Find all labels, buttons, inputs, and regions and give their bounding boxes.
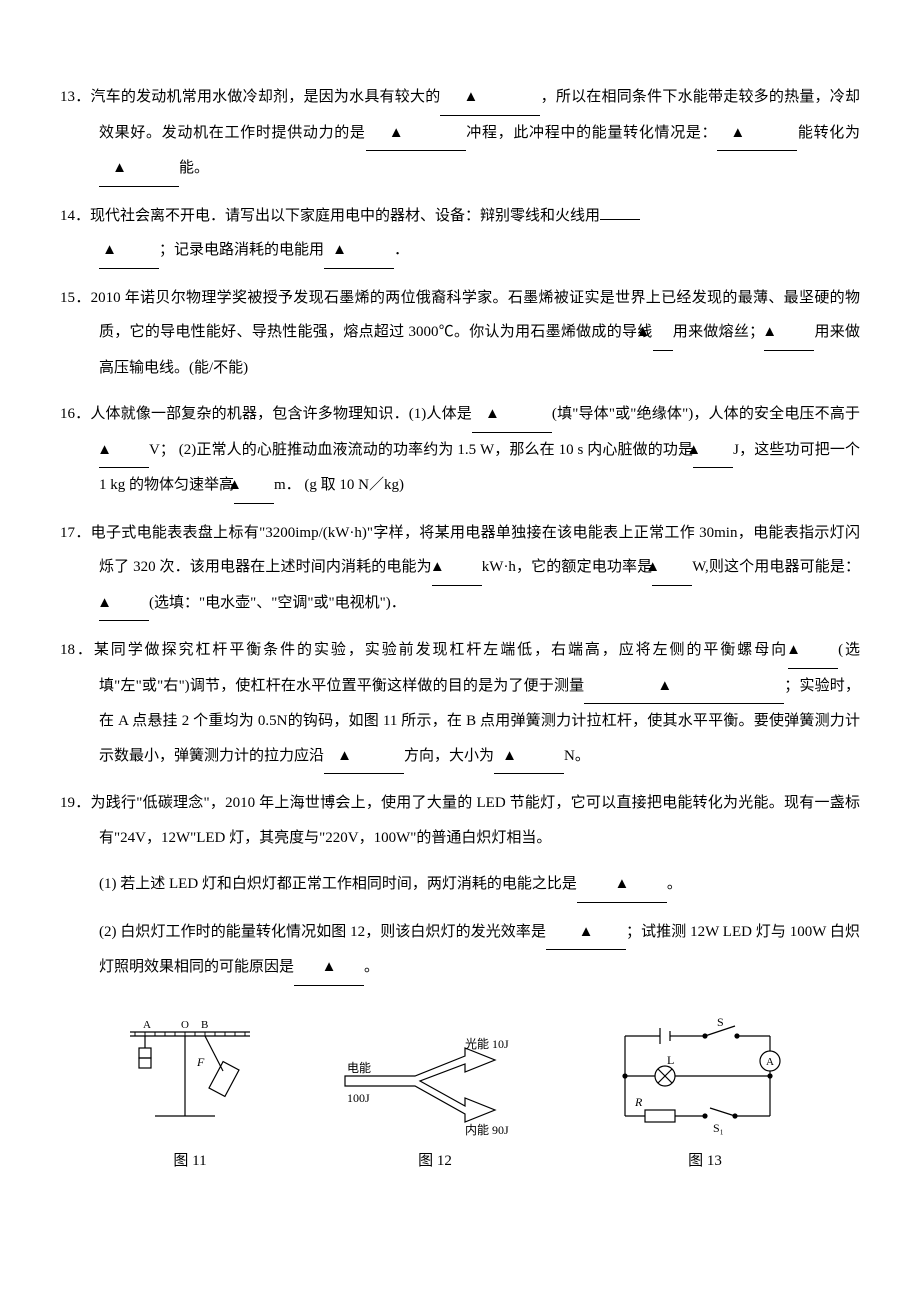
fig11-caption: 图 11 bbox=[115, 1144, 265, 1179]
figure-13: S A L R S₁ 图 13 bbox=[605, 1016, 805, 1179]
q14-t2: ；记录电路消耗的电能用 bbox=[159, 242, 324, 258]
q16-t1: 人体就像一部复杂的机器，包含许多物理知识．(1)人体是 bbox=[90, 406, 472, 422]
q19-s1n: (1) bbox=[99, 876, 117, 892]
blank-16-1: ▲ bbox=[472, 397, 552, 433]
blank-13-3: ▲ bbox=[717, 116, 797, 152]
blank-18-1: ▲ bbox=[788, 633, 838, 669]
blank-13-2: ▲ bbox=[366, 116, 466, 152]
label-heat: 内能 90J bbox=[465, 1123, 509, 1136]
blank-16-2: ▲ bbox=[99, 433, 149, 469]
blank-15-1: ▲ bbox=[653, 315, 673, 351]
blank-18-2: ▲ bbox=[584, 669, 784, 705]
label-S1: S₁ bbox=[713, 1121, 724, 1135]
blank-13-4: ▲ bbox=[99, 151, 179, 187]
q14-t1: 现代社会离不开电．请写出以下家庭用电中的器材、设备：辩别零线和火线用 bbox=[90, 208, 600, 224]
label-R: R bbox=[634, 1095, 643, 1109]
blank-15-2: ▲ bbox=[764, 315, 814, 351]
q15-num: 15． bbox=[60, 290, 91, 306]
q14-num: 14． bbox=[60, 208, 90, 224]
q13-t3: 冲程，此冲程中的能量转化情况是： bbox=[466, 125, 718, 141]
q19-t1: 为践行"低碳理念"，2010 年上海世博会上，使用了大量的 LED 节能灯，它可… bbox=[90, 795, 860, 846]
q13-t1: 汽车的发动机常用水做冷却剂，是因为水具有较大的 bbox=[90, 89, 440, 105]
question-16: 16．人体就像一部复杂的机器，包含许多物理知识．(1)人体是▲(填"导体"或"绝… bbox=[60, 397, 860, 504]
blank-14-1: ▲ bbox=[99, 233, 159, 269]
blank-14-2: ▲ bbox=[324, 233, 394, 269]
q16-num: 16． bbox=[60, 406, 90, 422]
blank-16-4: ▲ bbox=[234, 468, 274, 504]
q19-num: 19． bbox=[60, 795, 90, 811]
blank-19-2: ▲ bbox=[546, 915, 626, 951]
blank-16-3: ▲ bbox=[693, 433, 733, 469]
label-A: A bbox=[766, 1056, 774, 1068]
question-17: 17．电子式电能表表盘上标有"3200imp/(kW·h)"字样，将某用电器单独… bbox=[60, 516, 860, 622]
q13-t5: 能。 bbox=[179, 160, 209, 176]
question-13: 13．汽车的发动机常用水做冷却剂，是因为水具有较大的▲，所以在相同条件下水能带走… bbox=[60, 80, 860, 187]
lever-diagram-icon: A O B F bbox=[115, 1016, 265, 1136]
circuit-diagram-icon: S A L R S₁ bbox=[605, 1016, 805, 1136]
blank-17-2: ▲ bbox=[652, 550, 692, 586]
q19-s2: 白炽灯工作时的能量转化情况如图 12，则该白炽灯的发光效率是 bbox=[120, 924, 546, 940]
q19-s2e: 。 bbox=[364, 959, 379, 975]
blank-18-4: ▲ bbox=[494, 739, 564, 775]
q17-t2: kW·h，它的额定电功率是 bbox=[482, 559, 652, 575]
q18-t4: 方向，大小为 bbox=[404, 748, 494, 764]
question-18: 18．某同学做探究杠杆平衡条件的实验，实验前发现杠杆左端低，右端高，应将左侧的平… bbox=[60, 633, 860, 774]
figures-row: A O B F 图 11 电能 100J 光能 10J 内能 90J 图 12 bbox=[60, 1016, 860, 1179]
question-19-sub2: (2) 白炽灯工作时的能量转化情况如图 12，则该白炽灯的发光效率是▲；试推测 … bbox=[60, 915, 860, 986]
q16-t3: V； (2)正常人的心脏推动血液流动的功率约为 1.5 W，那么在 10 s 内… bbox=[149, 442, 693, 458]
q17-t3: W,则这个用电器可能是： bbox=[692, 559, 860, 575]
label-O: O bbox=[181, 1019, 189, 1031]
q14-t3: ． bbox=[394, 242, 409, 258]
q18-t5: N。 bbox=[564, 748, 590, 764]
label-S: S bbox=[717, 1016, 724, 1029]
figure-11: A O B F 图 11 bbox=[115, 1016, 265, 1179]
q18-t1: 某同学做探究杠杆平衡条件的实验，实验前发现杠杆左端低，右端高，应将左侧的平衡螺母… bbox=[94, 642, 788, 658]
fig12-caption: 图 12 bbox=[335, 1144, 535, 1179]
label-light: 光能 10J bbox=[465, 1037, 509, 1051]
label-elec2: 100J bbox=[347, 1091, 370, 1105]
q13-t4: 能转化为 bbox=[797, 125, 860, 141]
q17-t4: (选填："电水壶"、"空调"或"电视机")． bbox=[149, 595, 406, 611]
q15-t2: 用来做熔丝； bbox=[673, 324, 765, 340]
blank-17-3: ▲ bbox=[99, 586, 149, 622]
blank-19-3: ▲ bbox=[294, 950, 364, 986]
question-19-sub1: (1) 若上述 LED 灯和白炽灯都正常工作相同时间，两灯消耗的电能之比是▲。 bbox=[60, 867, 860, 903]
blank-13-1: ▲ bbox=[440, 80, 540, 116]
label-B: B bbox=[201, 1019, 208, 1031]
q13-num: 13． bbox=[60, 89, 90, 105]
q18-num: 18． bbox=[60, 642, 94, 658]
q17-num: 17． bbox=[60, 525, 91, 541]
fig13-caption: 图 13 bbox=[605, 1144, 805, 1179]
blank-14-0 bbox=[600, 202, 640, 220]
blank-18-3: ▲ bbox=[324, 739, 404, 775]
question-19: 19．为践行"低碳理念"，2010 年上海世博会上，使用了大量的 LED 节能灯… bbox=[60, 786, 860, 855]
blank-17-1: ▲ bbox=[432, 550, 482, 586]
figure-12: 电能 100J 光能 10J 内能 90J 图 12 bbox=[335, 1036, 535, 1179]
label-F: F bbox=[196, 1055, 205, 1069]
q19-s1: 若上述 LED 灯和白炽灯都正常工作相同时间，两灯消耗的电能之比是 bbox=[120, 876, 577, 892]
energy-flow-icon: 电能 100J 光能 10J 内能 90J bbox=[335, 1036, 535, 1136]
label-L: L bbox=[667, 1053, 674, 1067]
label-A: A bbox=[143, 1019, 151, 1031]
q16-t2: (填"导体"或"绝缘体")，人体的安全电压不高于 bbox=[552, 406, 860, 422]
question-15: 15．2010 年诺贝尔物理学奖被授予发现石墨烯的两位俄裔科学家。石墨烯被证实是… bbox=[60, 281, 860, 386]
blank-19-1: ▲ bbox=[577, 867, 667, 903]
q16-t5: m． (g 取 10 N／kg) bbox=[274, 477, 404, 493]
question-14: 14．现代社会离不开电．请写出以下家庭用电中的器材、设备：辩别零线和火线用 ▲；… bbox=[60, 199, 860, 269]
q19-s2n: (2) bbox=[99, 924, 117, 940]
q19-s1e: 。 bbox=[667, 876, 682, 892]
label-elec1: 电能 bbox=[347, 1061, 371, 1075]
